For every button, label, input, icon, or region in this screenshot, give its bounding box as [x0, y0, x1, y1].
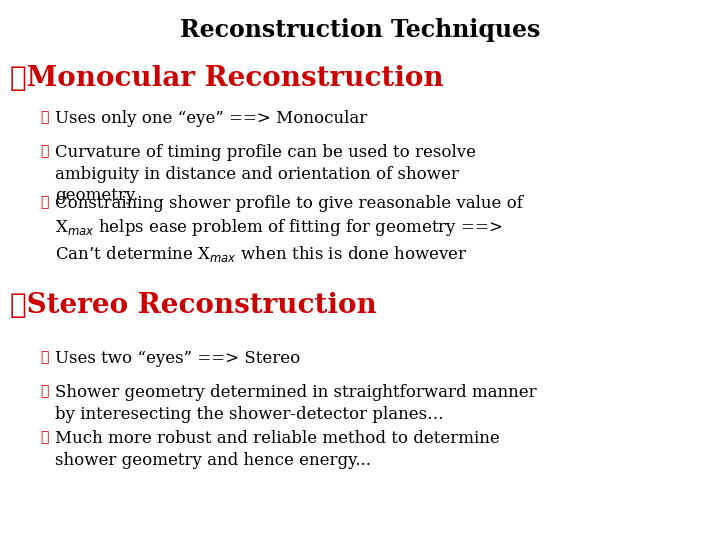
Text: ➤: ➤: [40, 384, 48, 398]
Text: ➤Stereo Reconstruction: ➤Stereo Reconstruction: [10, 292, 377, 319]
Text: Uses only one “eye” ==> Monocular: Uses only one “eye” ==> Monocular: [55, 110, 367, 127]
Text: ➤: ➤: [40, 350, 48, 364]
Text: Reconstruction Techniques: Reconstruction Techniques: [180, 18, 540, 42]
Text: Much more robust and reliable method to determine
shower geometry and hence ener: Much more robust and reliable method to …: [55, 430, 500, 469]
Text: Curvature of timing profile can be used to resolve
ambiguity in distance and ori: Curvature of timing profile can be used …: [55, 144, 476, 204]
Text: Shower geometry determined in straightforward manner
by interesecting the shower: Shower geometry determined in straightfo…: [55, 384, 536, 422]
Text: Constraining shower profile to give reasonable value of
X$_{max}$ helps ease pro: Constraining shower profile to give reas…: [55, 195, 523, 264]
Text: ➤: ➤: [40, 144, 48, 158]
Text: ➤: ➤: [40, 110, 48, 124]
Text: Uses two “eyes” ==> Stereo: Uses two “eyes” ==> Stereo: [55, 350, 300, 367]
Text: ➤Monocular Reconstruction: ➤Monocular Reconstruction: [10, 65, 444, 92]
Text: ➤: ➤: [40, 430, 48, 444]
Text: ➤: ➤: [40, 195, 48, 209]
